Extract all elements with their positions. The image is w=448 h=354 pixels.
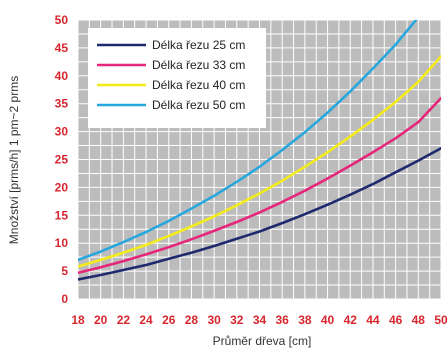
legend-label: Délka řezu 50 cm — [152, 98, 245, 112]
series-line-4 — [78, 20, 418, 262]
y-tick-label: 45 — [55, 41, 69, 55]
x-axis-ticks: 18 20 22 24 26 28 30 32 34 36 38 40 42 44 46 48 50 — [71, 313, 448, 327]
legend-label: Délka řezu 33 cm — [152, 58, 245, 72]
x-tick-label: 38 — [298, 313, 312, 327]
y-tick-label: 5 — [61, 264, 68, 278]
y-tick-label: 15 — [55, 208, 69, 222]
y-tick-label: 10 — [55, 236, 69, 250]
y-tick-label: 20 — [55, 180, 69, 194]
x-axis-label: Průměr dřeva [cm] — [213, 334, 312, 348]
y-tick-label: 25 — [55, 153, 69, 167]
legend-label: Délka řezu 40 cm — [152, 78, 245, 92]
y-axis-label: Množství [prms/h] 1 pm~2 prms — [7, 76, 21, 244]
series-line-2 — [78, 96, 441, 275]
x-tick-label: 32 — [230, 313, 244, 327]
x-tick-label: 18 — [71, 313, 85, 327]
y-tick-label: 40 — [55, 69, 69, 83]
x-tick-label: 28 — [185, 313, 199, 327]
x-tick-label: 40 — [321, 313, 335, 327]
x-tick-label: 20 — [94, 313, 108, 327]
legend-label: Délka řezu 25 cm — [152, 38, 245, 52]
series-lines — [78, 20, 441, 281]
x-tick-label: 36 — [276, 313, 290, 327]
series-line-1 — [78, 147, 441, 281]
x-tick-label: 50 — [434, 313, 448, 327]
x-tick-label: 42 — [344, 313, 358, 327]
y-tick-label: 0 — [61, 292, 68, 306]
y-axis-ticks: 0 5 10 15 20 25 30 35 40 45 50 — [55, 13, 69, 306]
x-tick-label: 22 — [117, 313, 131, 327]
y-tick-label: 30 — [55, 125, 69, 139]
y-tick-label: 50 — [55, 13, 69, 27]
x-tick-label: 26 — [162, 313, 176, 327]
x-tick-label: 46 — [389, 313, 403, 327]
x-tick-label: 44 — [366, 313, 380, 327]
x-tick-label: 34 — [253, 313, 267, 327]
x-tick-label: 30 — [207, 313, 221, 327]
x-tick-label: 48 — [412, 313, 426, 327]
series-line-3 — [78, 55, 441, 268]
y-tick-label: 35 — [55, 97, 69, 111]
legend: Délka řezu 25 cm Délka řezu 33 cm Délka ře… — [88, 28, 266, 128]
x-tick-label: 24 — [139, 313, 153, 327]
